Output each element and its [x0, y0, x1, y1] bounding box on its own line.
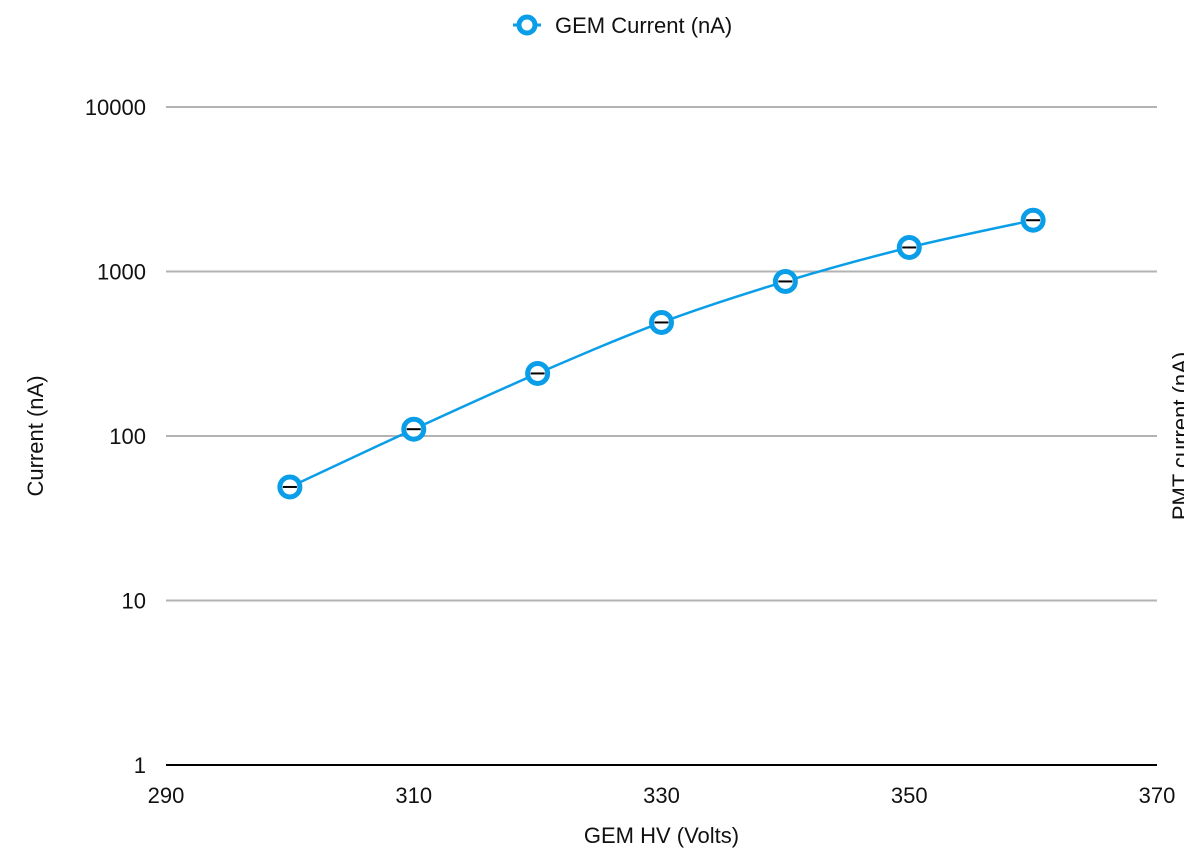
x-axis-title: GEM HV (Volts) — [584, 823, 739, 848]
series-line — [289, 218, 1034, 489]
y-tick-label: 10000 — [85, 95, 146, 120]
x-tick-labels: 290 310 330 350 370 — [148, 783, 1176, 808]
x-tick-label: 350 — [891, 783, 928, 808]
y-tick-label: 100 — [109, 424, 146, 449]
data-point[interactable] — [525, 360, 551, 386]
data-point[interactable] — [649, 309, 674, 335]
y2-axis-title: PMT current (nA) — [1168, 352, 1184, 520]
x-tick-label: 310 — [395, 783, 432, 808]
legend-marker-icon — [513, 14, 541, 36]
data-point[interactable] — [401, 416, 427, 442]
x-tick-label: 290 — [148, 783, 185, 808]
y-axis-title: Current (nA) — [23, 375, 48, 496]
data-point[interactable] — [772, 268, 798, 294]
x-tick-label: 370 — [1139, 783, 1176, 808]
y-tick-label: 1000 — [97, 260, 146, 285]
data-point[interactable] — [1020, 207, 1046, 233]
series-group — [277, 207, 1046, 500]
y-tick-label: 1 — [134, 753, 146, 778]
data-point[interactable] — [277, 474, 303, 500]
gridlines — [166, 106, 1157, 602]
legend-circle — [516, 14, 538, 36]
data-point[interactable] — [896, 234, 922, 260]
legend-label: GEM Current (nA) — [555, 13, 732, 38]
y-tick-labels: 1 10 100 1000 10000 — [85, 95, 146, 778]
x-tick-label: 330 — [643, 783, 680, 808]
y-tick-label: 10 — [122, 589, 146, 614]
legend[interactable]: GEM Current (nA) — [513, 13, 732, 38]
